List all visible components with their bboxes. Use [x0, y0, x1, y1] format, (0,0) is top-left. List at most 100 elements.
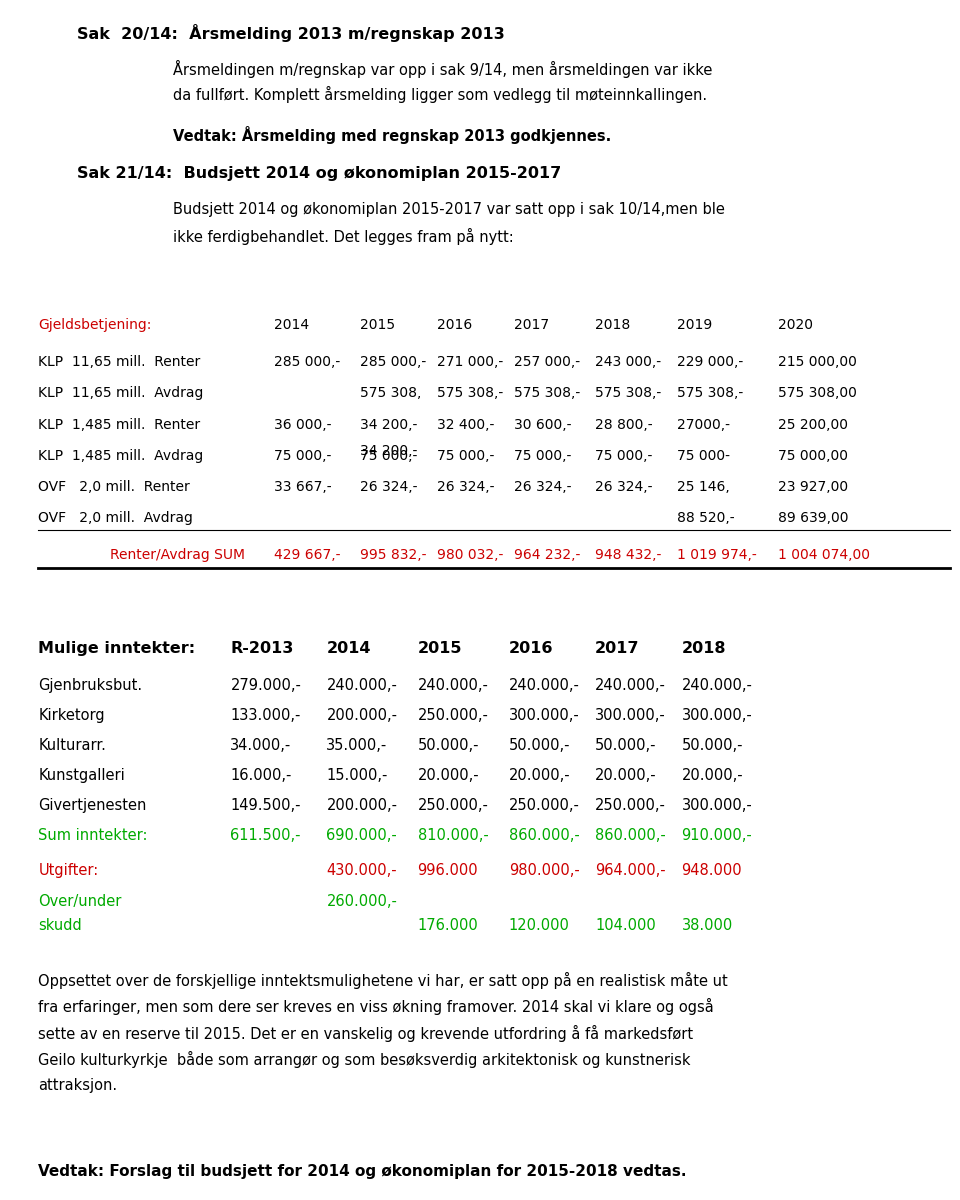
Text: 215 000,00: 215 000,00 [778, 355, 856, 370]
Text: Utgifter:: Utgifter: [38, 863, 99, 877]
Text: 2015: 2015 [360, 318, 396, 332]
Text: 240.000,-: 240.000,- [418, 678, 489, 692]
Text: ikke ferdigbehandlet. Det legges fram på nytt:: ikke ferdigbehandlet. Det legges fram på… [173, 228, 514, 245]
Text: 50.000,-: 50.000,- [682, 738, 743, 754]
Text: 20.000,-: 20.000,- [595, 768, 657, 782]
Text: 690.000,-: 690.000,- [326, 828, 397, 842]
Text: 33 667,-: 33 667,- [274, 480, 331, 494]
Text: 575 308,-: 575 308,- [437, 386, 503, 401]
Text: Oppsettet over de forskjellige inntektsmulighetene vi har, er satt opp på en rea: Oppsettet over de forskjellige inntektsm… [38, 972, 728, 989]
Text: 25 146,: 25 146, [677, 480, 730, 494]
Text: 2020: 2020 [778, 318, 812, 332]
Text: 243 000,-: 243 000,- [595, 355, 661, 370]
Text: 2015: 2015 [418, 641, 462, 655]
Text: 240.000,-: 240.000,- [326, 678, 397, 692]
Text: Sak  20/14:  Årsmelding 2013 m/regnskap 2013: Sak 20/14: Årsmelding 2013 m/regnskap 20… [77, 24, 505, 42]
Text: 300.000,-: 300.000,- [509, 708, 580, 722]
Text: 995 832,-: 995 832,- [360, 548, 426, 563]
Text: 149.500,-: 149.500,- [230, 798, 300, 814]
Text: 104.000: 104.000 [595, 918, 656, 934]
Text: 980 032,-: 980 032,- [437, 548, 503, 563]
Text: Vedtak: Årsmelding med regnskap 2013 godkjennes.: Vedtak: Årsmelding med regnskap 2013 god… [173, 126, 612, 144]
Text: 20.000,-: 20.000,- [418, 768, 479, 782]
Text: Mulige inntekter:: Mulige inntekter: [38, 641, 196, 655]
Text: Renter/Avdrag SUM: Renter/Avdrag SUM [110, 548, 246, 563]
Text: Gjenbruksbut.: Gjenbruksbut. [38, 678, 142, 692]
Text: Årsmeldingen m/regnskap var opp i sak 9/14, men årsmeldingen var ikke: Årsmeldingen m/regnskap var opp i sak 9/… [173, 60, 712, 78]
Text: OVF   2,0 mill.  Renter: OVF 2,0 mill. Renter [38, 480, 190, 494]
Text: 23 927,00: 23 927,00 [778, 480, 848, 494]
Text: 2017: 2017 [514, 318, 549, 332]
Text: 75 000-: 75 000- [677, 449, 730, 463]
Text: 2016: 2016 [509, 641, 553, 655]
Text: Vedtak: Forslag til budsjett for 2014 og økonomiplan for 2015-2018 vedtas.: Vedtak: Forslag til budsjett for 2014 og… [38, 1164, 687, 1178]
Text: 36 000,-: 36 000,- [274, 418, 331, 432]
Text: 26 324,-: 26 324,- [514, 480, 571, 494]
Text: 250.000,-: 250.000,- [509, 798, 580, 814]
Text: 133.000,-: 133.000,- [230, 708, 300, 722]
Text: 75 000,-: 75 000,- [514, 449, 571, 463]
Text: 575 308,-: 575 308,- [677, 386, 743, 401]
Text: 279.000,-: 279.000,- [230, 678, 301, 692]
Text: 980.000,-: 980.000,- [509, 863, 580, 877]
Text: 2018: 2018 [595, 318, 631, 332]
Text: fra erfaringer, men som dere ser kreves en viss økning framover. 2014 skal vi kl: fra erfaringer, men som dere ser kreves … [38, 998, 714, 1015]
Text: 964.000,-: 964.000,- [595, 863, 666, 877]
Text: 964 232,-: 964 232,- [514, 548, 580, 563]
Text: attraksjon.: attraksjon. [38, 1078, 117, 1092]
Text: 25 200,00: 25 200,00 [778, 418, 848, 432]
Text: 34.000,-: 34.000,- [230, 738, 292, 754]
Text: 575 308,00: 575 308,00 [778, 386, 856, 401]
Text: Budsjett 2014 og økonomiplan 2015-2017 var satt opp i sak 10/14,men ble: Budsjett 2014 og økonomiplan 2015-2017 v… [173, 202, 725, 216]
Text: 75 000,00: 75 000,00 [778, 449, 848, 463]
Text: 285 000,-: 285 000,- [360, 355, 426, 370]
Text: 948 432,-: 948 432,- [595, 548, 661, 563]
Text: 2019: 2019 [677, 318, 712, 332]
Text: 575 308,: 575 308, [360, 386, 421, 401]
Text: 30 600,-: 30 600,- [514, 418, 571, 432]
Text: 200.000,-: 200.000,- [326, 708, 397, 722]
Text: Over/under: Over/under [38, 894, 122, 910]
Text: 75 000,-: 75 000,- [360, 449, 418, 463]
Text: 26 324,-: 26 324,- [595, 480, 653, 494]
Text: 260.000,-: 260.000,- [326, 894, 397, 910]
Text: 430.000,-: 430.000,- [326, 863, 397, 877]
Text: skudd: skudd [38, 918, 83, 934]
Text: 20.000,-: 20.000,- [509, 768, 570, 782]
Text: Sak 21/14:  Budsjett 2014 og økonomiplan 2015-2017: Sak 21/14: Budsjett 2014 og økonomiplan … [77, 166, 561, 180]
Text: 38.000: 38.000 [682, 918, 732, 934]
Text: 2018: 2018 [682, 641, 726, 655]
Text: KLP  1,485 mill.  Avdrag: KLP 1,485 mill. Avdrag [38, 449, 204, 463]
Text: 429 667,-: 429 667,- [274, 548, 340, 563]
Text: 1 019 974,-: 1 019 974,- [677, 548, 756, 563]
Text: 75 000,-: 75 000,- [437, 449, 494, 463]
Text: 575 308,-: 575 308,- [514, 386, 580, 401]
Text: 88 520,-: 88 520,- [677, 511, 734, 526]
Text: 26 324,-: 26 324,- [360, 480, 418, 494]
Text: 20.000,-: 20.000,- [682, 768, 743, 782]
Text: KLP  1,485 mill.  Renter: KLP 1,485 mill. Renter [38, 418, 201, 432]
Text: Kunstgalleri: Kunstgalleri [38, 768, 125, 782]
Text: KLP  11,65 mill.  Renter: KLP 11,65 mill. Renter [38, 355, 201, 370]
Text: 240.000,-: 240.000,- [509, 678, 580, 692]
Text: 240.000,-: 240.000,- [595, 678, 666, 692]
Text: 50.000,-: 50.000,- [418, 738, 479, 754]
Text: 300.000,-: 300.000,- [682, 708, 753, 722]
Text: 35.000,-: 35.000,- [326, 738, 388, 754]
Text: 27000,-: 27000,- [677, 418, 730, 432]
Text: 120.000: 120.000 [509, 918, 569, 934]
Text: Givertjenesten: Givertjenesten [38, 798, 147, 814]
Text: 250.000,-: 250.000,- [418, 798, 489, 814]
Text: 860.000,-: 860.000,- [595, 828, 666, 842]
Text: sette av en reserve til 2015. Det er en vanskelig og krevende utfordring å få ma: sette av en reserve til 2015. Det er en … [38, 1025, 693, 1042]
Text: Kirketorg: Kirketorg [38, 708, 105, 722]
Text: 34 200,-: 34 200,- [360, 444, 418, 458]
Text: KLP  11,65 mill.  Avdrag: KLP 11,65 mill. Avdrag [38, 386, 204, 401]
Text: Gjeldsbetjening:: Gjeldsbetjening: [38, 318, 152, 332]
Text: 271 000,-: 271 000,- [437, 355, 503, 370]
Text: 15.000,-: 15.000,- [326, 768, 388, 782]
Text: 75 000,-: 75 000,- [595, 449, 653, 463]
Text: 1 004 074,00: 1 004 074,00 [778, 548, 870, 563]
Text: 50.000,-: 50.000,- [595, 738, 657, 754]
Text: 2014: 2014 [274, 318, 309, 332]
